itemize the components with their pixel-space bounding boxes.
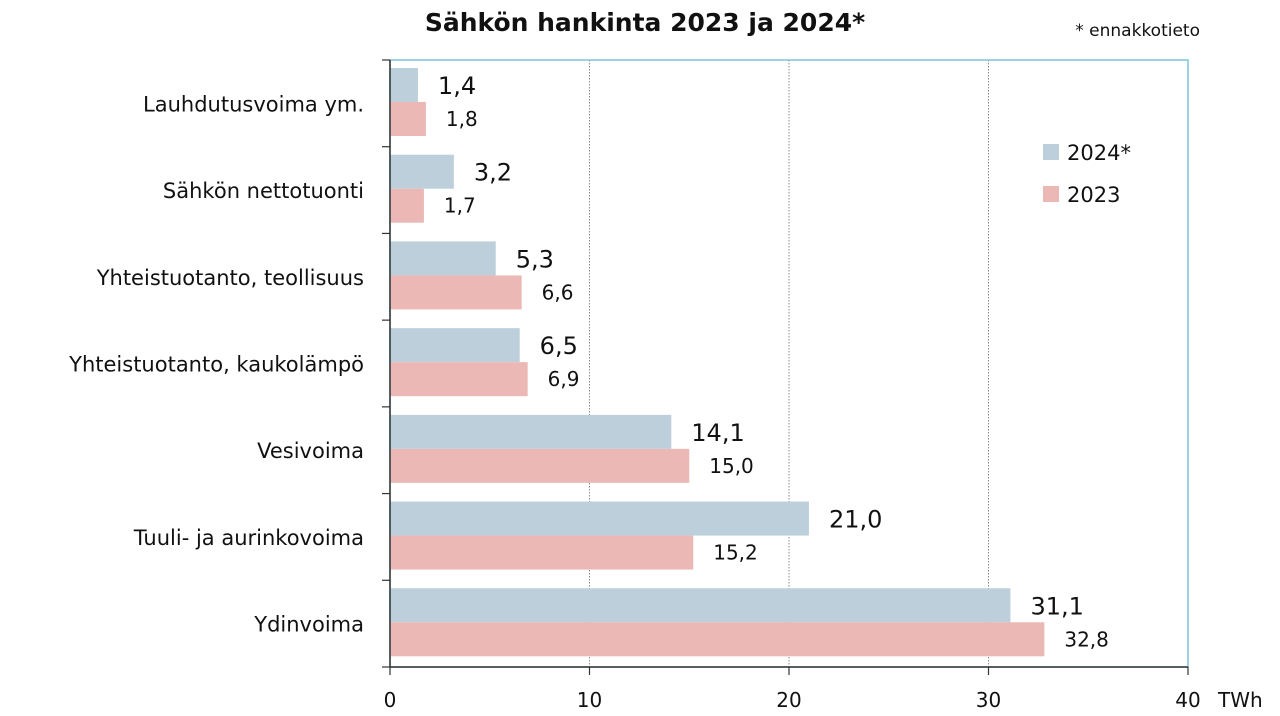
data-label: 1,8 bbox=[446, 107, 478, 131]
bar-series-b bbox=[390, 622, 1045, 657]
bar-series-b bbox=[390, 275, 522, 310]
bar-series-b bbox=[390, 188, 424, 223]
data-label: 21,0 bbox=[829, 506, 882, 534]
bar-series-a bbox=[390, 241, 496, 276]
bars bbox=[390, 68, 1045, 657]
data-label: 1,7 bbox=[444, 194, 476, 218]
data-label: 15,0 bbox=[709, 454, 754, 478]
category-label: Ydinvoima bbox=[253, 613, 364, 637]
bar-series-a bbox=[390, 154, 454, 189]
data-label: 32,8 bbox=[1064, 627, 1109, 651]
data-label: 15,2 bbox=[713, 541, 758, 565]
category-label: Yhteistuotanto, teollisuus bbox=[96, 266, 364, 290]
data-label: 6,6 bbox=[542, 280, 574, 304]
legend-label: 2024* bbox=[1067, 141, 1131, 165]
data-label: 3,2 bbox=[474, 159, 512, 187]
grid-lines bbox=[589, 60, 989, 667]
bar-series-a bbox=[390, 501, 809, 536]
data-label: 5,3 bbox=[516, 245, 554, 273]
bar-series-a bbox=[390, 328, 520, 363]
x-tick-label: 20 bbox=[776, 688, 801, 712]
data-label: 31,1 bbox=[1030, 592, 1083, 620]
x-tick-label: 0 bbox=[384, 688, 397, 712]
bar-series-a bbox=[390, 68, 418, 102]
data-label: 1,4 bbox=[438, 72, 476, 100]
x-tick-label: 10 bbox=[577, 688, 602, 712]
bar-series-a bbox=[390, 414, 672, 449]
bar-series-b bbox=[390, 448, 690, 483]
category-label: Vesivoima bbox=[257, 439, 364, 463]
bar-series-b bbox=[390, 535, 694, 570]
category-label: Sähkön nettotuonti bbox=[163, 179, 364, 203]
x-tick-label: 40 bbox=[1175, 688, 1200, 712]
category-label: Yhteistuotanto, kaukolämpö bbox=[68, 353, 364, 377]
data-label: 6,5 bbox=[540, 332, 578, 360]
chart-title: Sähkön hankinta 2023 ja 2024* bbox=[425, 8, 865, 37]
chart-note: * ennakkotieto bbox=[1075, 21, 1200, 41]
category-label: Lauhdutusvoima ym. bbox=[143, 92, 364, 116]
bar-series-a bbox=[390, 588, 1011, 623]
legend-swatch bbox=[1043, 186, 1059, 202]
value-labels: 1,4 1,8 3,2 1,7 5,3 6,6 6,5 6,9 14,1 15,0 21,0 15,2… bbox=[438, 72, 1109, 651]
category-labels: Lauhdutusvoima ym. Sähkön nettotuonti Yhte… bbox=[68, 92, 364, 636]
legend-label: 2023 bbox=[1067, 183, 1120, 207]
data-label: 14,1 bbox=[691, 419, 744, 447]
bar-series-b bbox=[390, 102, 426, 136]
data-label: 6,9 bbox=[548, 367, 580, 391]
bar-series-b bbox=[390, 362, 528, 397]
legend-swatch bbox=[1043, 144, 1059, 160]
x-axis-unit: TWh bbox=[1217, 688, 1263, 712]
category-label: Tuuli- ja aurinkovoima bbox=[133, 526, 364, 550]
x-tick-label: 30 bbox=[976, 688, 1001, 712]
axes: 0 10 20 30 40 TWh bbox=[382, 59, 1263, 712]
legend: 2024* 2023 bbox=[1043, 141, 1131, 207]
